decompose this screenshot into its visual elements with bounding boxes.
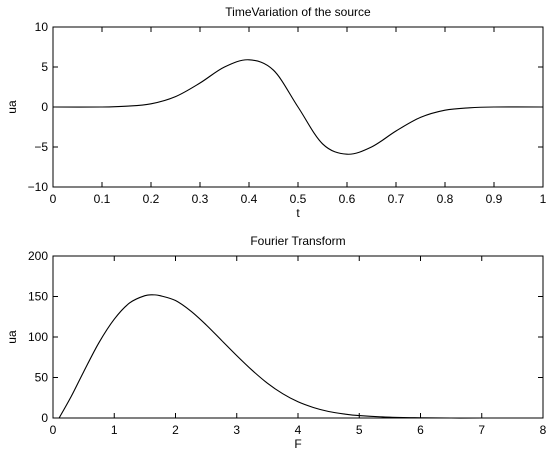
x-tick-label: 0.8 — [437, 192, 454, 206]
y-tick-label: 200 — [28, 249, 48, 263]
chart-title: Fourier Transform — [250, 234, 345, 248]
x-axis-label: F — [294, 437, 301, 451]
y-tick-label: −5 — [34, 140, 48, 154]
x-tick-label: 0.2 — [143, 192, 160, 206]
series-line — [53, 60, 543, 154]
x-tick-label: 7 — [478, 423, 485, 437]
x-tick-label: 5 — [356, 423, 363, 437]
series-line — [59, 295, 543, 418]
x-tick-label: 2 — [172, 423, 179, 437]
x-tick-label: 0.1 — [94, 192, 111, 206]
x-tick-label: 0 — [50, 192, 57, 206]
plot-frame — [53, 256, 543, 418]
x-tick-label: 1 — [540, 192, 546, 206]
y-tick-label: 5 — [41, 60, 48, 74]
y-axis-label: ua — [5, 330, 19, 344]
y-tick-label: 0 — [41, 411, 48, 425]
x-tick-label: 0.4 — [241, 192, 258, 206]
x-tick-label: 0 — [50, 423, 57, 437]
x-tick-label: 6 — [417, 423, 424, 437]
x-tick-label: 4 — [295, 423, 302, 437]
x-tick-label: 0.6 — [339, 192, 356, 206]
x-tick-label: 8 — [540, 423, 546, 437]
fourier-transform-chart: Fourier Transform F ua 0 1 2 3 4 5 6 7 8 0 50 100 15… — [5, 234, 546, 451]
y-tick-label: 50 — [35, 371, 49, 385]
x-tick-label: 0.3 — [192, 192, 209, 206]
x-tick-label: 3 — [233, 423, 240, 437]
x-tick-label: 0.9 — [486, 192, 503, 206]
y-tick-label: −10 — [28, 180, 49, 194]
x-axis-label: t — [296, 206, 300, 220]
time-variation-chart: TimeVariation of the source t ua 0 0.1 0.2… — [5, 5, 546, 220]
x-tick-label: 0.5 — [290, 192, 307, 206]
x-tick-label: 1 — [111, 423, 118, 437]
y-tick-label: 0 — [41, 100, 48, 114]
y-tick-label: 150 — [28, 290, 48, 304]
x-tick-label: 0.7 — [388, 192, 405, 206]
chart-title: TimeVariation of the source — [225, 5, 371, 19]
y-tick-label: 100 — [28, 330, 48, 344]
y-axis-label: ua — [5, 100, 19, 114]
y-tick-label: 10 — [35, 20, 49, 34]
